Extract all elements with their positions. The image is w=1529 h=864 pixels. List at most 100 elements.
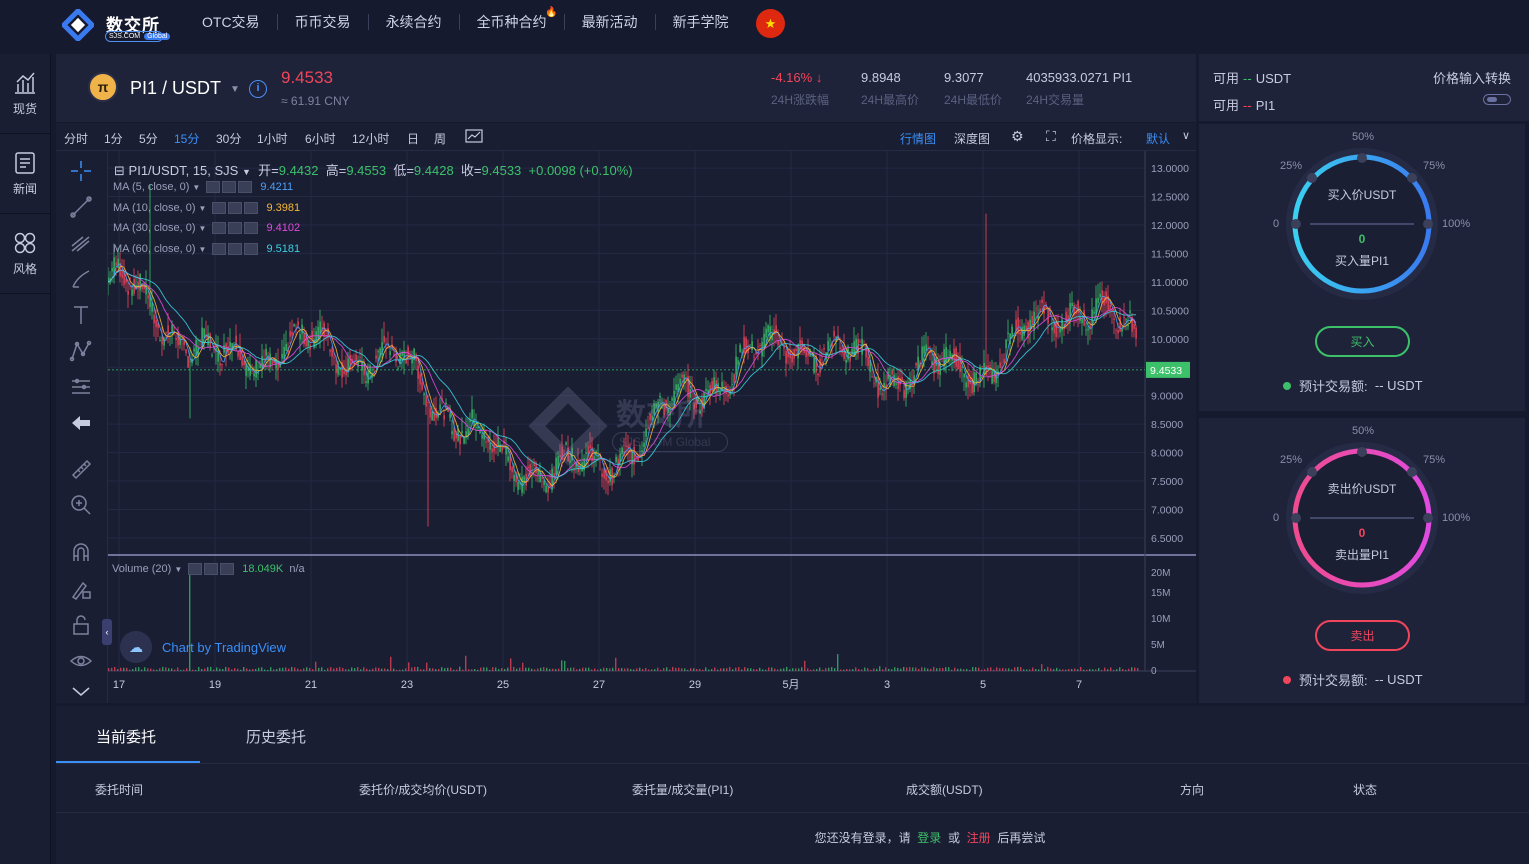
nav-academy[interactable]: 新手学院 xyxy=(672,14,729,30)
volume-bar xyxy=(663,668,665,671)
candle-body xyxy=(819,358,821,373)
ma-controls[interactable] xyxy=(212,243,259,255)
timeframe-1h[interactable]: 1小时 xyxy=(257,132,288,146)
buy-qty-input[interactable]: 买入量PI1 xyxy=(1334,254,1389,268)
chevron-down-icon[interactable]: ▼ xyxy=(198,223,207,233)
info-icon[interactable]: i xyxy=(249,80,267,98)
indicator-icon[interactable] xyxy=(465,129,483,143)
nav-all-contracts[interactable]: 全币种合约 🔥 xyxy=(460,7,565,30)
sell-slider-dial[interactable] xyxy=(1284,440,1440,596)
pattern-tool-icon[interactable] xyxy=(69,339,95,365)
sell-price-input[interactable]: 卖出价USDT xyxy=(1327,482,1397,496)
login-link[interactable]: 登录 xyxy=(917,831,942,845)
trend-line-icon[interactable] xyxy=(69,195,95,221)
candle-body xyxy=(375,355,377,359)
sell-pct-100[interactable]: 100% xyxy=(1442,512,1471,524)
price-convert-toggle[interactable] xyxy=(1483,94,1511,105)
register-link[interactable]: 注册 xyxy=(966,831,991,845)
magnet-icon[interactable] xyxy=(69,541,95,567)
text-tool-icon[interactable] xyxy=(69,303,95,329)
price-display-select[interactable]: 默认 xyxy=(1146,132,1171,146)
volume-bar xyxy=(606,667,608,671)
timeframe-30m[interactable]: 30分 xyxy=(216,132,242,146)
timeframe-5m[interactable]: 5分 xyxy=(139,132,158,146)
nav-spot[interactable]: 币币交易 xyxy=(278,14,369,30)
buy-pct-50[interactable]: 50% xyxy=(1352,131,1375,143)
buy-slider-dial[interactable] xyxy=(1284,146,1440,302)
arrow-left-icon[interactable] xyxy=(69,411,95,437)
zoom-in-icon[interactable] xyxy=(69,493,95,519)
volume-bar xyxy=(642,668,644,671)
tab-order-history[interactable]: 历史委托 xyxy=(246,729,307,746)
ma-controls[interactable] xyxy=(212,222,259,234)
candle-body xyxy=(663,404,665,416)
lock-drawings-icon[interactable] xyxy=(69,577,95,603)
candle-body xyxy=(397,368,399,370)
pair-name[interactable]: PI1 / USDT xyxy=(130,78,222,98)
legend-symbol[interactable]: PI1/USDT, 15, SJS xyxy=(128,163,239,178)
sidebar-item-spot[interactable]: 现货 xyxy=(0,54,50,134)
timeframe-week[interactable]: 周 xyxy=(434,132,447,146)
candlestick-chart[interactable]: 13.0000 12.5000 12.0000 11.5000 11.0000 10.50… xyxy=(108,151,1196,703)
crosshair-icon[interactable] xyxy=(69,159,95,185)
candle-body xyxy=(347,358,349,372)
fib-tool-icon[interactable] xyxy=(69,231,95,257)
nav-events[interactable]: 最新活动 xyxy=(565,14,656,30)
nav-otc[interactable]: OTC交易 xyxy=(185,14,278,30)
site-logo[interactable]: 数交所 SJS.COM Global xyxy=(60,5,171,45)
chevron-down-icon[interactable]: ▼ xyxy=(174,564,183,574)
gear-icon[interactable]: ⚙ xyxy=(1011,128,1024,144)
candle-body xyxy=(475,426,477,428)
fullscreen-icon[interactable]: ⛶ xyxy=(1046,128,1056,144)
tab-depth[interactable]: 深度图 xyxy=(954,132,991,146)
sell-pct-0[interactable]: 0 xyxy=(1273,512,1280,524)
ma-controls[interactable] xyxy=(212,202,259,214)
timeframe-day[interactable]: 日 xyxy=(407,132,420,146)
language-flag-icon[interactable]: ★ xyxy=(756,9,785,38)
nav-perpetual[interactable]: 永续合约 xyxy=(369,14,460,30)
buy-pct-75[interactable]: 75% xyxy=(1423,160,1446,172)
volume-bar xyxy=(246,668,248,671)
buy-pct-0[interactable]: 0 xyxy=(1273,218,1280,230)
ruler-icon[interactable] xyxy=(69,457,95,483)
timeframe-6h[interactable]: 6小时 xyxy=(305,132,336,146)
timeframe-timeline[interactable]: 分时 xyxy=(64,132,89,146)
sell-pct-50[interactable]: 50% xyxy=(1352,425,1375,437)
sidebar-item-style[interactable]: 风格 xyxy=(0,214,50,294)
buy-price-input[interactable]: 买入价USDT xyxy=(1327,188,1397,202)
chevron-down-icon[interactable]: ▼ xyxy=(192,182,201,192)
chevron-down-icon[interactable] xyxy=(69,679,95,705)
volume-bar xyxy=(447,667,449,671)
eye-icon[interactable] xyxy=(69,649,95,675)
buy-pct-100[interactable]: 100% xyxy=(1442,218,1471,230)
sell-pct-25[interactable]: 25% xyxy=(1280,454,1303,466)
candle-body xyxy=(1107,295,1109,311)
buy-button[interactable]: 买入 xyxy=(1315,326,1410,357)
legend-collapse-icon[interactable]: ⊟ xyxy=(114,163,125,178)
brush-icon[interactable] xyxy=(69,267,95,293)
legend-caret[interactable]: ▼ xyxy=(241,167,251,177)
unlock-icon[interactable] xyxy=(69,613,95,639)
collapse-toolbar-button[interactable]: ‹ xyxy=(102,619,112,645)
chevron-down-icon[interactable]: ▼ xyxy=(230,84,240,95)
chevron-down-icon[interactable]: ∨ xyxy=(1182,130,1191,142)
sell-qty-input[interactable]: 卖出量PI1 xyxy=(1334,548,1389,562)
volume-controls[interactable] xyxy=(188,563,235,575)
sell-pct-75[interactable]: 75% xyxy=(1423,454,1446,466)
tradingview-credit[interactable]: ☁ Chart by TradingView xyxy=(120,631,286,663)
sidebar-item-news[interactable]: 新闻 xyxy=(0,134,50,214)
ma-controls[interactable] xyxy=(206,181,253,193)
volume-bar xyxy=(252,669,254,671)
timeframe-15m[interactable]: 15分 xyxy=(174,132,200,146)
volume-tick-label: 15M xyxy=(1151,588,1170,599)
candle-body xyxy=(395,355,397,362)
tab-open-orders[interactable]: 当前委托 xyxy=(96,729,157,746)
prediction-tool-icon[interactable] xyxy=(69,375,95,401)
tab-kline[interactable]: 行情图 xyxy=(900,132,937,146)
chevron-down-icon[interactable]: ▼ xyxy=(198,244,207,254)
sell-button[interactable]: 卖出 xyxy=(1315,620,1410,651)
timeframe-1m[interactable]: 1分 xyxy=(104,132,123,146)
timeframe-12h[interactable]: 12小时 xyxy=(352,132,390,146)
buy-pct-25[interactable]: 25% xyxy=(1280,160,1303,172)
chevron-down-icon[interactable]: ▼ xyxy=(198,203,207,213)
